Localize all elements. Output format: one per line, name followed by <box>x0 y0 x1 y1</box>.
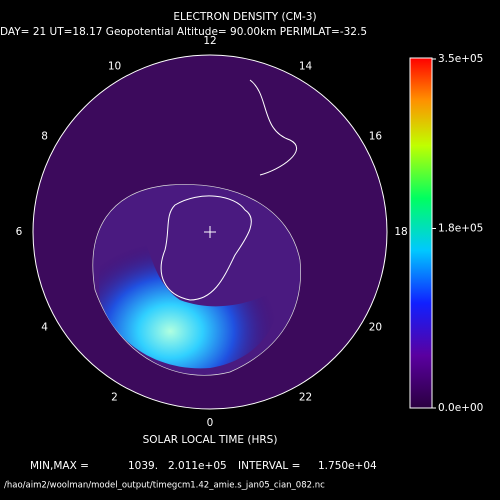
footer-max: 2.011e+05 <box>168 460 227 472</box>
density-peak <box>99 219 278 369</box>
local-time-label: 4 <box>41 322 48 334</box>
colorbar-tick-label: 1.8e+05 <box>438 223 483 235</box>
local-time-label: 14 <box>299 61 313 73</box>
local-time-label: 0 <box>207 417 214 429</box>
local-time-label: 22 <box>299 391 312 403</box>
title: ELECTRON DENSITY (CM-3) <box>173 11 316 23</box>
local-time-label: 20 <box>369 322 382 334</box>
footer-file: /hao/aim2/woolman/model_output/timegcm1.… <box>4 481 325 491</box>
local-time-label: 12 <box>203 35 216 47</box>
local-time-label: 8 <box>41 131 48 143</box>
local-time-label: 18 <box>394 226 407 238</box>
coastline <box>249 79 298 176</box>
local-time-label: 2 <box>111 391 118 403</box>
subtitle: DAY= 21 UT=18.17 Geopotential Altitude= … <box>0 26 367 38</box>
coastline <box>160 195 252 301</box>
footer-label: MIN,MAX = <box>30 460 89 472</box>
footer-label: INTERVAL = <box>238 460 300 472</box>
local-time-label: 10 <box>108 61 121 73</box>
pole-marker <box>204 226 216 238</box>
colorbar-tick-label: 3.5e+05 <box>438 53 483 65</box>
local-time-label: 16 <box>369 131 383 143</box>
local-time-label: 6 <box>16 226 23 238</box>
colorbar <box>409 57 433 409</box>
axis-label: SOLAR LOCAL TIME (HRS) <box>143 434 278 446</box>
colorbar-tick-label: 0.0e+00 <box>438 402 483 414</box>
footer-min: 1039. <box>128 460 158 472</box>
footer-interval: 1.750e+04 <box>318 460 377 472</box>
